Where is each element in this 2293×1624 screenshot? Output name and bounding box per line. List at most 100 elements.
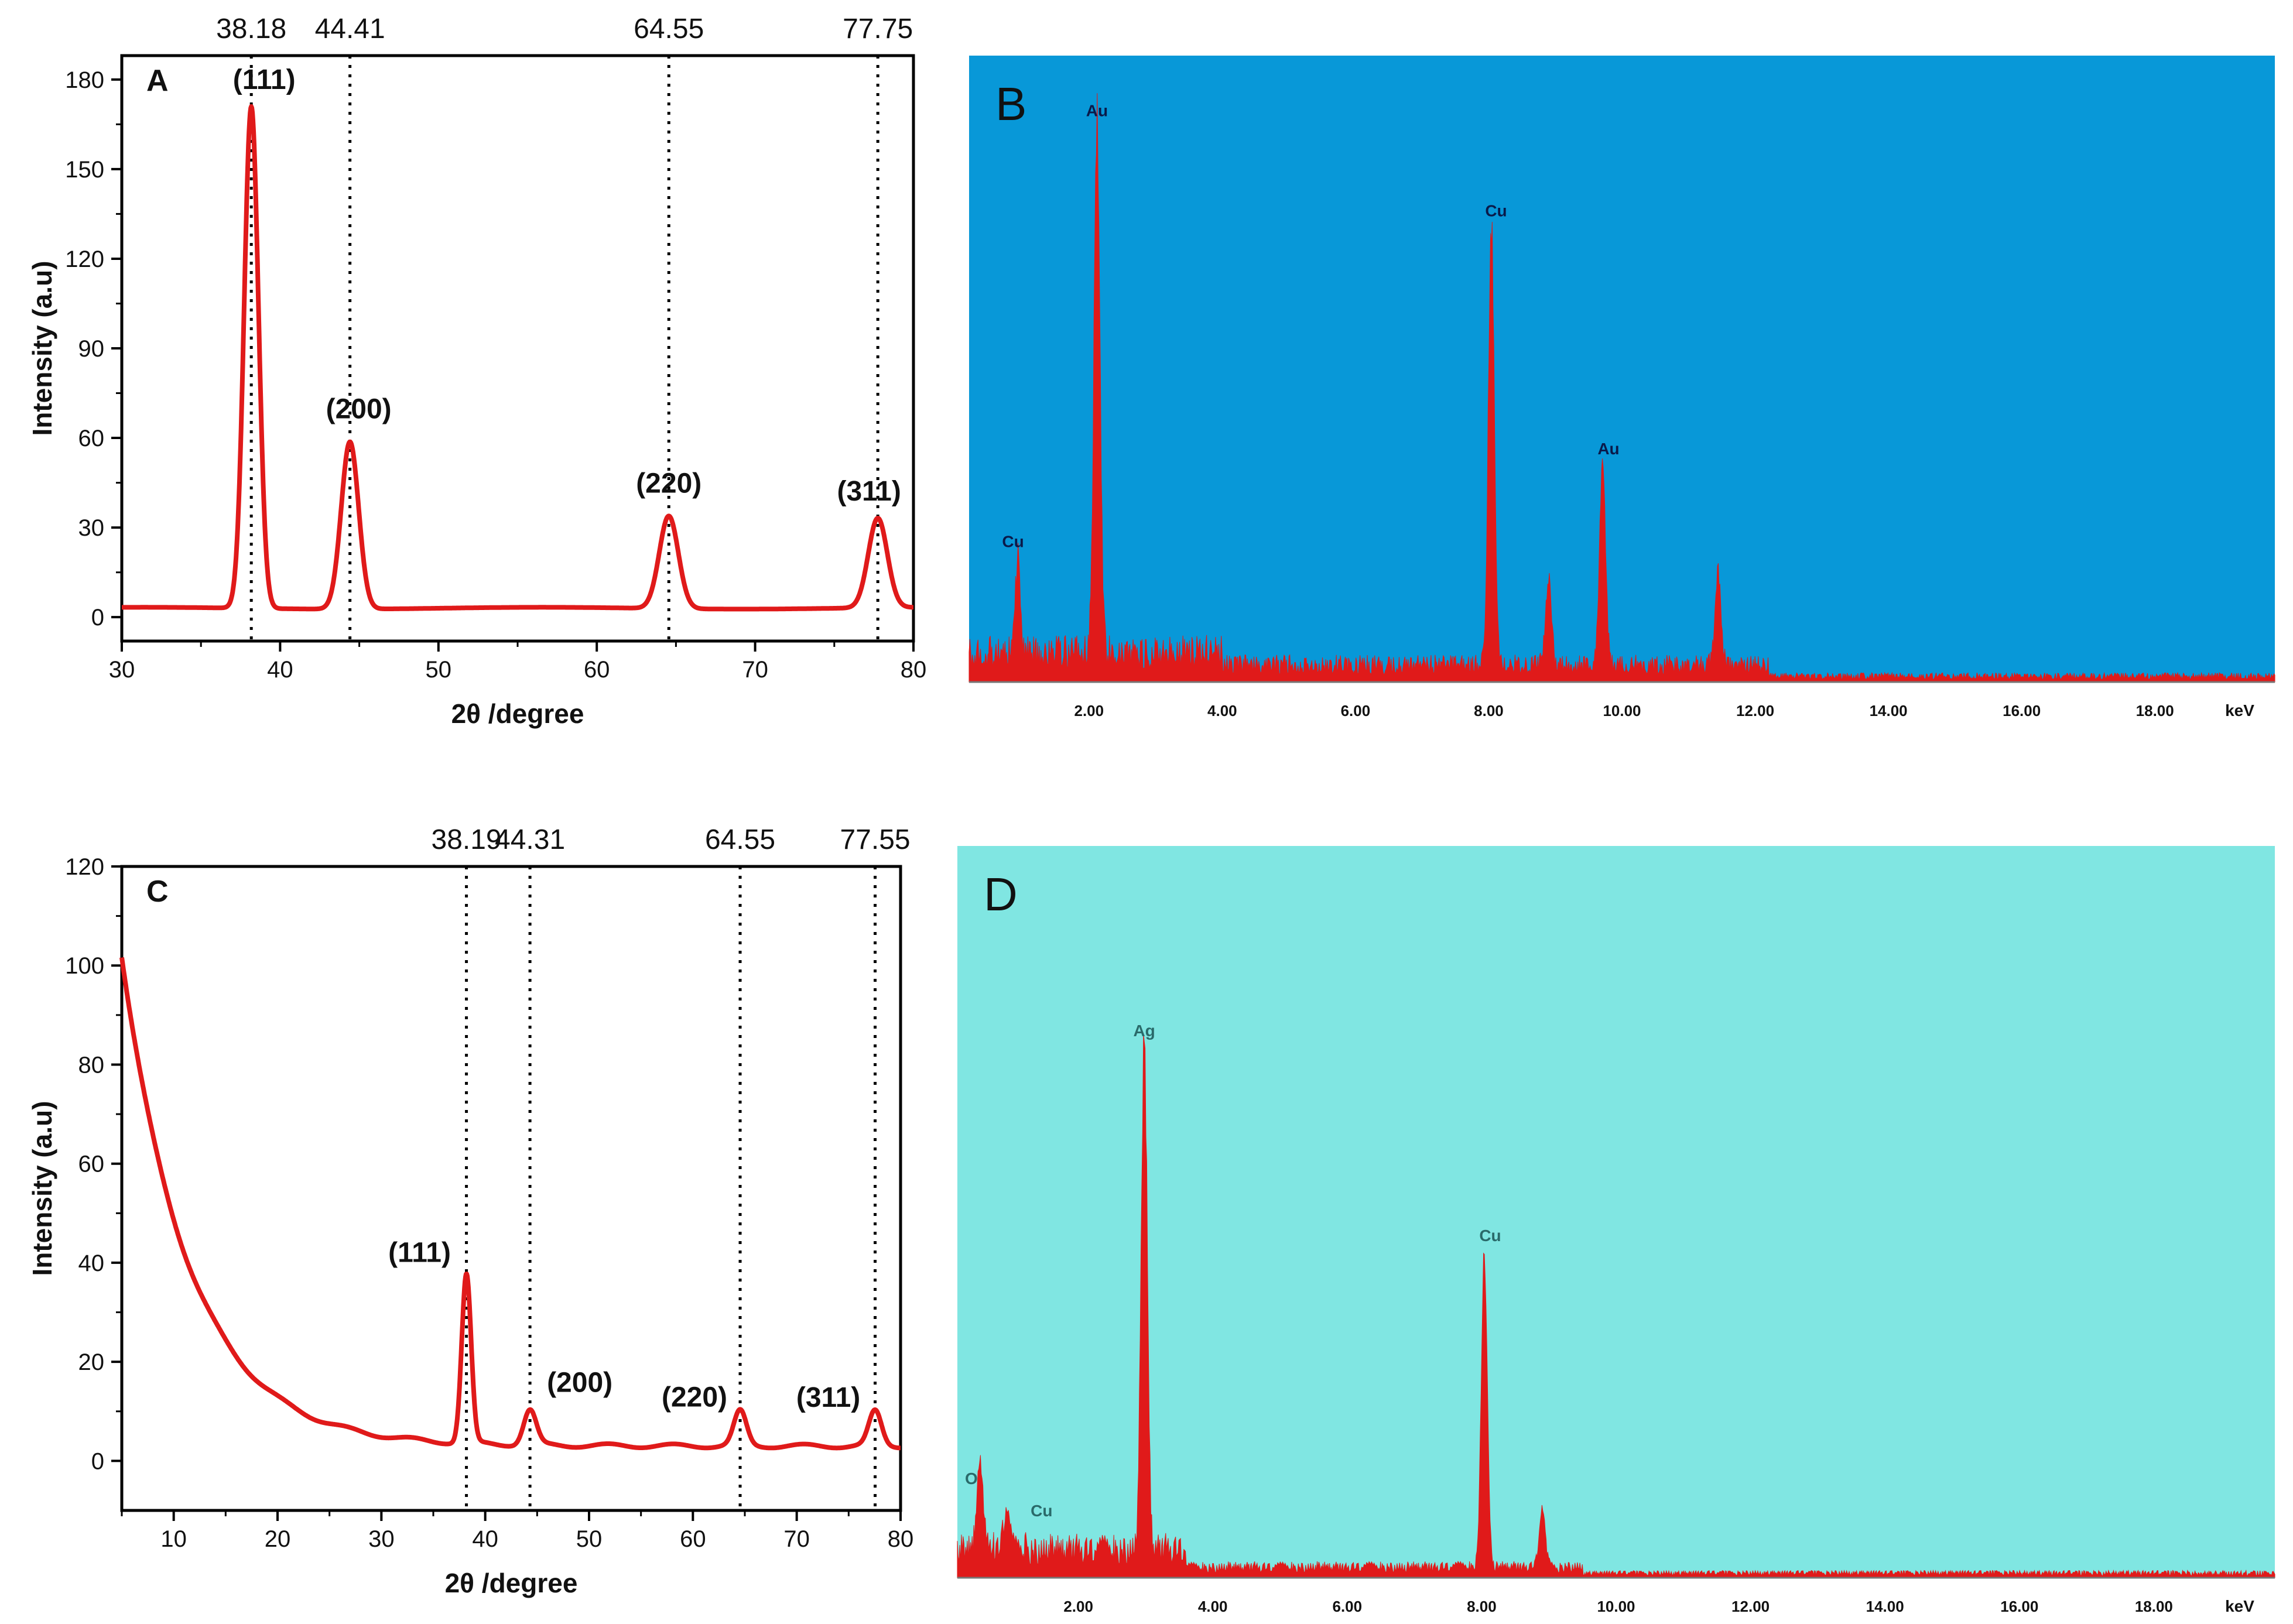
peak-label: (311) xyxy=(796,1382,860,1413)
x-tick-label: 50 xyxy=(426,657,452,683)
x-tick-label: 30 xyxy=(109,657,135,683)
x-tick-label: 4.00 xyxy=(1198,1598,1228,1615)
reference-value-label: 64.55 xyxy=(705,824,775,855)
reference-value-label: 64.55 xyxy=(634,13,704,44)
eds-panel-d: O Cu Ag Cu 2.00 4.00 6.00 8.00 10.00 12.00 14.00 16… xyxy=(957,846,2275,1615)
x-tick-label: 14.00 xyxy=(1866,1598,1904,1615)
y-tick-label: 20 xyxy=(78,1349,105,1375)
reference-value-label: 44.31 xyxy=(495,824,565,855)
y-tick-label: 0 xyxy=(91,1448,104,1474)
y-tick-label: 40 xyxy=(78,1250,105,1276)
x-tick-label: 6.00 xyxy=(1333,1598,1363,1615)
x-tick-label: 2.00 xyxy=(1063,1598,1093,1615)
peak-point xyxy=(528,1407,532,1411)
x-axis-unit-label: keV xyxy=(2225,1597,2254,1615)
panel-letter: D xyxy=(984,868,1018,920)
y-tick-label: 0 xyxy=(91,605,104,631)
x-tick-label: 30 xyxy=(368,1526,395,1552)
spectrum-background xyxy=(957,846,2275,1578)
x-tick-label: 8.00 xyxy=(1474,702,1504,720)
reference-value-label: 38.19 xyxy=(432,824,502,855)
x-tick-label: 12.00 xyxy=(1736,702,1774,720)
x-tick-label: 10 xyxy=(160,1526,187,1552)
eds-peak-label: Au xyxy=(1597,440,1619,458)
eds-peak-label: Cu xyxy=(1031,1502,1052,1520)
x-tick-label: 70 xyxy=(783,1526,810,1552)
y-tick-label: 150 xyxy=(65,157,104,183)
panel-letter: A xyxy=(146,64,169,98)
y-tick-label: 120 xyxy=(65,246,104,272)
peak-point xyxy=(738,1407,742,1411)
eds-panel-b: Cu Au Cu Au 2.00 4.00 6.00 8.00 10.00 12.00 14.00 1… xyxy=(968,56,2275,720)
x-tick-label: 2.00 xyxy=(1074,702,1104,720)
panel-letter: B xyxy=(995,78,1026,130)
x-tick-label: 10.00 xyxy=(1597,1598,1635,1615)
eds-peak-label: Cu xyxy=(1479,1226,1501,1245)
peak-point xyxy=(348,440,352,444)
x-tick-label: 20 xyxy=(265,1526,291,1552)
x-tick-label: 18.00 xyxy=(2135,1598,2173,1615)
eds-peak-label: Au xyxy=(1086,101,1108,119)
x-tick-label: 50 xyxy=(576,1526,603,1552)
x-tick-label: 12.00 xyxy=(1731,1598,1770,1615)
plot-frame xyxy=(120,54,915,643)
x-axis-title: 2θ /degree xyxy=(451,698,584,729)
peak-label: (311) xyxy=(837,476,901,507)
x-axis-unit-label: keV xyxy=(2225,701,2254,720)
x-tick-label: 16.00 xyxy=(2000,1598,2038,1615)
xrd-curve xyxy=(119,957,902,1451)
peak-point xyxy=(249,104,254,108)
y-tick-label: 180 xyxy=(65,67,104,93)
y-tick-label: 30 xyxy=(78,515,105,541)
peak-label: (220) xyxy=(636,468,701,499)
x-axis-title: 2θ /degree xyxy=(445,1568,578,1598)
y-tick-label: 60 xyxy=(78,426,105,451)
y-tick-label: 100 xyxy=(65,953,104,979)
y-axis-title: Intensity (a.u) xyxy=(27,1101,57,1276)
spectrum-background xyxy=(969,56,2275,682)
x-tick-label: 70 xyxy=(742,657,768,683)
reference-value-label: 38.18 xyxy=(216,13,286,44)
eds-spectrum xyxy=(968,93,2275,683)
xrd-curve xyxy=(120,104,915,612)
x-tick-label: 16.00 xyxy=(2003,702,2041,720)
x-tick-label: 6.00 xyxy=(1341,702,1371,720)
plot-frame xyxy=(120,865,902,1512)
x-tick-label: 80 xyxy=(888,1526,914,1552)
eds-peak-label: Cu xyxy=(1485,202,1507,220)
peak-point xyxy=(876,516,880,520)
y-tick-label: 90 xyxy=(78,336,105,362)
eds-peak-label: Ag xyxy=(1133,1022,1155,1040)
x-tick-label: 14.00 xyxy=(1870,702,1908,720)
reference-value-label: 77.75 xyxy=(843,13,913,44)
peak-label: (220) xyxy=(662,1382,727,1413)
eds-spectrum xyxy=(957,1033,2275,1578)
peak-label: (200) xyxy=(547,1368,612,1399)
x-tick-label: 10.00 xyxy=(1603,702,1641,720)
peak-label: (111) xyxy=(233,64,296,95)
eds-peak-label: O xyxy=(965,1469,978,1488)
eds-peak-label: Cu xyxy=(1002,533,1024,551)
panel-letter: C xyxy=(146,875,169,909)
x-tick-label: 40 xyxy=(267,657,293,683)
reference-value-label: 77.55 xyxy=(840,824,910,855)
peak-point xyxy=(667,514,671,518)
peak-point xyxy=(464,1272,468,1276)
peak-point xyxy=(873,1407,877,1411)
x-tick-label: 8.00 xyxy=(1467,1598,1497,1615)
x-tick-label: 18.00 xyxy=(2136,702,2174,720)
y-tick-label: 80 xyxy=(78,1052,105,1078)
x-tick-label: 60 xyxy=(680,1526,706,1552)
y-tick-label: 60 xyxy=(78,1152,105,1177)
y-axis-title: Intensity (a.u) xyxy=(27,261,57,436)
reference-value-label: 44.41 xyxy=(315,13,385,44)
y-tick-label: 120 xyxy=(65,854,104,880)
x-tick-label: 60 xyxy=(584,657,610,683)
peak-label: (111) xyxy=(388,1238,451,1269)
x-tick-label: 40 xyxy=(472,1526,498,1552)
peak-label: (200) xyxy=(326,394,392,425)
x-tick-label: 4.00 xyxy=(1207,702,1237,720)
x-tick-label: 80 xyxy=(901,657,927,683)
